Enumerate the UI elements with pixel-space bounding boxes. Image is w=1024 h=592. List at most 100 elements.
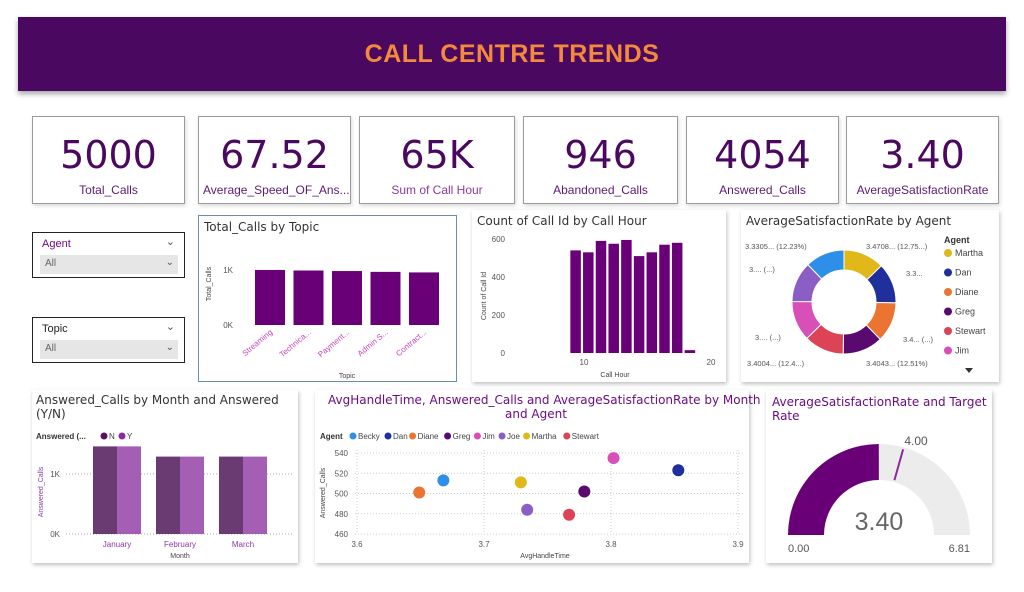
month-chart-panel[interactable]: Answered_Calls by Month and Answered (Y/…: [32, 390, 298, 563]
data-label: 3.3...: [906, 269, 923, 278]
hour-bar: [608, 243, 619, 353]
topic-bar: [332, 271, 362, 325]
hour-bar: [671, 242, 683, 353]
y-tick-label: 500: [335, 490, 349, 499]
data-label: 3.... (...): [749, 265, 775, 274]
x-axis-label: AvgHandleTime: [520, 553, 570, 560]
scatter-point: [578, 485, 591, 498]
legend-label: Becky: [358, 432, 380, 441]
legend-label: Greg: [453, 432, 471, 441]
legend-marker: [100, 432, 108, 440]
topic-slicer[interactable]: Topic ⌄ All ⌄: [32, 317, 185, 363]
legend-title: Agent: [320, 432, 343, 441]
month-bar: [219, 456, 243, 534]
legend-marker: [944, 249, 952, 257]
x-tick-label: 3.6: [351, 540, 363, 549]
legend-marker: [498, 432, 506, 440]
target-label: 4.00: [904, 434, 928, 448]
y-tick-label: 400: [492, 273, 506, 282]
kpi-card-abandoned-calls[interactable]: 946 Abandoned_Calls: [523, 116, 678, 204]
y-tick-label: 600: [492, 235, 506, 244]
month-bar: [180, 456, 204, 534]
topic-dropdown[interactable]: All ⌄: [40, 340, 178, 359]
chevron-down-icon[interactable]: ⌄: [165, 320, 175, 333]
kpi-label: Abandoned_Calls: [553, 183, 648, 197]
target-marker: [893, 449, 905, 481]
x-tick-label: Technica...: [278, 328, 313, 359]
kpi-label: Total_Calls: [79, 183, 138, 197]
gauge-fill: [788, 444, 879, 535]
legend-marker: [349, 432, 357, 440]
y-tick-label: 0: [501, 349, 506, 358]
topic-bar: [409, 272, 439, 325]
scatter-point: [514, 476, 527, 489]
legend-label: Y: [127, 432, 133, 441]
hour-bar: [570, 250, 581, 353]
chevron-down-icon[interactable]: ⌄: [165, 235, 175, 248]
topic-chart-panel[interactable]: Total_Calls by Topic Total_Calls 1K 0K Stre…: [198, 215, 457, 382]
topic-bar: [370, 271, 401, 325]
kpi-card-call-hour[interactable]: 65K Sum of Call Hour: [359, 116, 515, 204]
scatter-point: [413, 486, 426, 499]
legend-scroll-down-icon: [965, 368, 973, 373]
satisfaction-gauge: 4.00 3.40 0.00 6.81: [788, 434, 970, 555]
legend-marker: [523, 432, 531, 440]
y-tick-label: 200: [492, 311, 506, 320]
dashboard-header: CALL CENTRE TRENDS: [18, 17, 1006, 91]
legend-label: Dan: [955, 268, 972, 278]
kpi-card-avg-speed-answer[interactable]: 67.52 Average_Speed_OF_Ans...: [198, 116, 351, 204]
agent-selected-value: All: [45, 258, 57, 269]
agent-slicer[interactable]: Agent ⌄ All ⌄: [32, 232, 185, 278]
y-axis-label: Count of Call Id: [481, 272, 488, 320]
x-tick-label: 3.7: [478, 540, 490, 549]
topic-selected-value: All: [45, 343, 57, 354]
chart-title-line2: Rate: [772, 409, 800, 423]
legend-marker: [384, 432, 392, 440]
chart-title-line2: (Y/N): [36, 407, 66, 421]
hour-bar: [684, 350, 696, 353]
hour-bar-chart: Count of Call Id 600 400 200 0 10 20 Call Hour: [481, 235, 716, 379]
donut-chart-panel[interactable]: AverageSatisfactionRate by Agent 3.3305.…: [741, 210, 999, 382]
hour-chart-panel[interactable]: Count of Call Id by Call Hour Count of C…: [472, 210, 726, 382]
x-tick-label: Admin S...: [356, 328, 390, 359]
y-tick-label: 1K: [223, 266, 233, 275]
hour-bar: [621, 239, 632, 353]
chart-title: AverageSatisfactionRate by Agent: [746, 214, 952, 228]
gauge-min-label: 0.00: [788, 543, 809, 555]
y-axis-label: Answered_Calls: [320, 467, 327, 518]
scatter-point: [563, 508, 576, 521]
agent-dropdown[interactable]: All ⌄: [40, 255, 178, 274]
y-tick-label: 0K: [50, 530, 60, 539]
legend-marker: [409, 432, 417, 440]
scatter-point: [521, 503, 534, 516]
gauge-chart-panel[interactable]: AverageSatisfactionRate and Target Rate …: [766, 390, 992, 563]
y-tick-label: 460: [335, 530, 349, 539]
legend-marker: [944, 268, 952, 277]
y-tick-label: 1K: [50, 470, 60, 479]
kpi-value: 946: [564, 133, 637, 177]
donut-slice: [807, 249, 845, 280]
data-label: 3.... (...): [755, 333, 781, 342]
kpi-value: 4054: [714, 133, 811, 177]
scatter-chart: Agent Becky Dan Diane Greg Jim Joe Martha Stewar…: [320, 432, 744, 560]
dashboard-title: CALL CENTRE TRENDS: [364, 39, 660, 68]
x-tick-label: 3.8: [605, 540, 617, 549]
legend-title: Agent: [944, 235, 970, 245]
kpi-card-total-calls[interactable]: 5000 Total_Calls: [32, 116, 185, 204]
x-axis-label: Topic: [339, 373, 356, 380]
kpi-card-avg-satisfaction[interactable]: 3.40 AverageSatisfactionRate: [846, 116, 999, 204]
y-tick-label: 0K: [223, 321, 233, 330]
chevron-down-icon: ⌄: [165, 342, 174, 353]
scatter-chart-panel[interactable]: AvgHandleTime, Answered_Calls and Averag…: [315, 390, 761, 563]
data-label: 3.4... (...): [903, 335, 934, 344]
kpi-card-answered-calls[interactable]: 4054 Answered_Calls: [686, 116, 839, 204]
hour-bar: [646, 252, 658, 353]
legend-marker: [944, 288, 952, 296]
month-bar: [117, 446, 141, 534]
legend-label: Jim: [482, 432, 495, 441]
legend-label: Stewart: [955, 326, 986, 336]
x-tick-label: January: [103, 540, 131, 549]
topic-bar: [255, 269, 285, 325]
legend-marker: [944, 307, 952, 316]
legend-marker: [444, 432, 452, 440]
